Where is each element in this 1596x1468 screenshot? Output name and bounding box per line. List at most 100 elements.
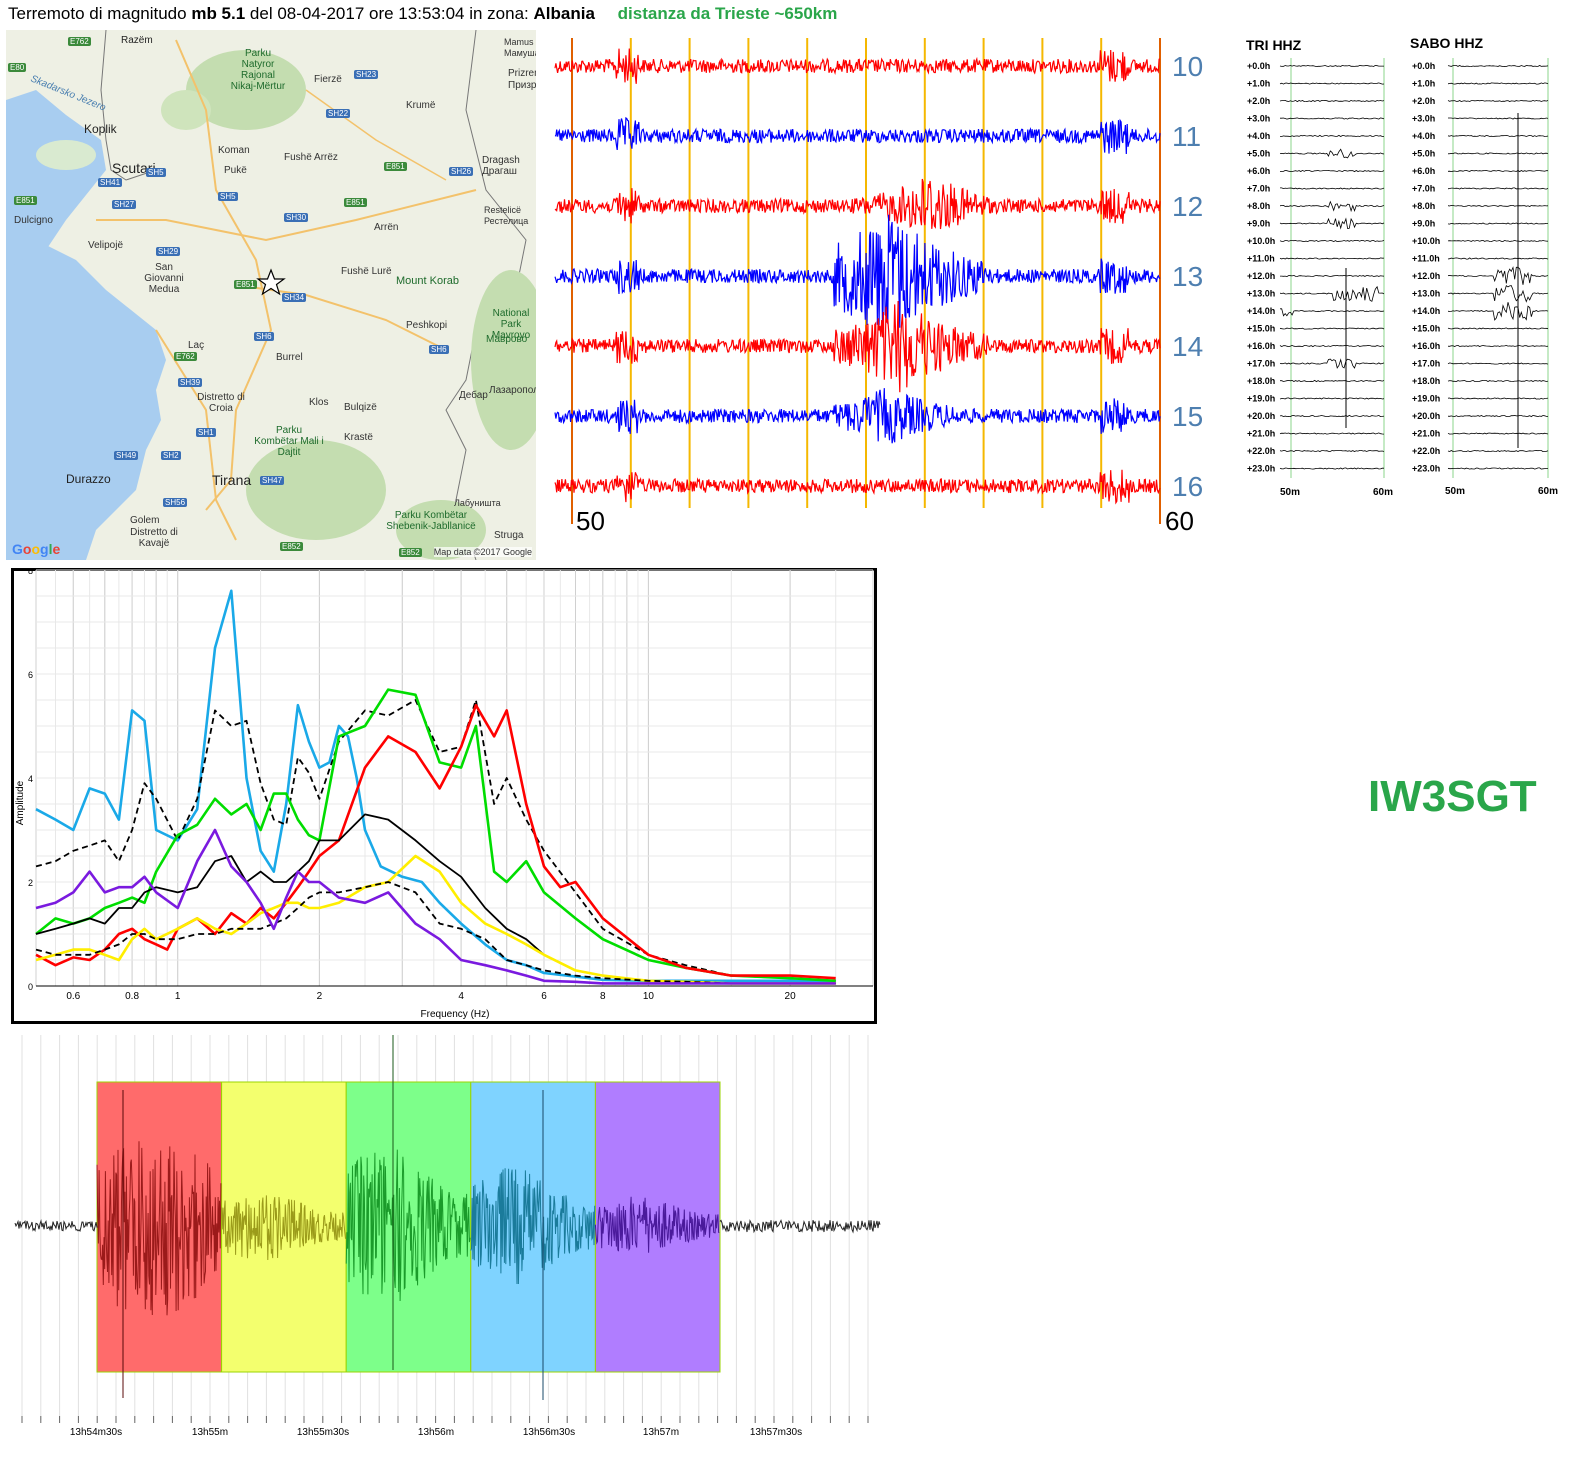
y-tick-label: 0 [28,982,33,992]
map-road-shield: SH6 [429,345,449,354]
station-trace-line [1447,379,1549,383]
x-tick-label: 6 [541,991,547,1002]
station-trace-line [1447,257,1549,260]
station-trace-line [1447,187,1549,190]
road-line [305,89,447,181]
helicorder-hour-label: 12 [1172,191,1203,222]
map-place: Fierzë [314,74,342,85]
map-place: Мамуша [504,48,536,58]
station-trace-line [1447,204,1549,207]
station-hour-label: +9.0h [1412,219,1435,229]
map-road-shield: SH56 [163,498,188,507]
station-hour-label: +13.0h [1412,289,1440,299]
map-road-shield: E851 [344,198,367,207]
map-place: Razëm [121,35,153,46]
station-trace-line [1447,362,1549,365]
station-hour-label: +15.0h [1412,324,1440,334]
helicorder-trace-line [554,214,1161,338]
station-hour-label: +16.0h [1412,341,1440,351]
station-name: TRI HHZ [1246,37,1302,53]
helicorder-hour-label: 13 [1172,261,1203,292]
helicorder-hour-label: 14 [1172,331,1203,362]
helicorder-trace-line [554,388,1161,444]
park-area [161,90,211,130]
map-road-shield: E851 [384,162,407,171]
map-road-shield: SH29 [156,247,181,256]
park-area [246,440,386,540]
map-place: Koplik [84,122,117,136]
station-hour-label: +8.0h [1412,201,1435,211]
helicorder-trace-line [554,48,1161,84]
y-tick-label: 4 [28,774,33,784]
station-hour-label: +23.0h [1412,464,1440,474]
header-magnitude: mb 5.1 [191,4,246,23]
y-tick-label: 2 [28,878,33,888]
map-place: Dragash [482,155,520,166]
map-road-shield: SH5 [146,168,166,177]
station-hour-label: +6.0h [1412,166,1435,176]
y-tick-label: 8 [28,568,33,576]
station-trace-line [1447,302,1549,321]
station-hour-label: +20.0h [1247,411,1275,421]
map-road-shield: SH1 [196,428,216,437]
map-road-shield: SH2 [161,451,181,460]
epicenter-map: Skadarsko Jezero Razëm Koplik Scutari Ko… [6,30,536,560]
waveform-time-label: 13h56m30s [523,1427,575,1438]
map-park: Маврово [486,334,528,345]
map-road-shield: E762 [174,352,197,361]
map-road-shield: SH49 [114,451,139,460]
waveform-trace-line [719,1219,881,1234]
map-road-shield: SH5 [218,192,238,201]
map-road-shield: SH30 [284,213,309,222]
border-line [100,30,157,181]
x-tick-label: 2 [317,991,323,1002]
map-road-shield: SH34 [282,293,307,302]
map-place: Prizren [508,68,536,79]
station-hour-label: +18.0h [1247,376,1275,386]
station-hour-label: +19.0h [1412,394,1440,404]
map-place: Burrel [276,352,303,363]
header-distance: distanza da Trieste ~650km [617,4,838,23]
station-hour-label: +7.0h [1412,184,1435,194]
map-road-shield: SH39 [178,378,203,387]
station-trace-line [1280,379,1385,383]
map-place: Restelicë [484,205,522,215]
x-tick-label: 0.8 [125,991,139,1002]
map-base [6,30,536,560]
y-tick-label: 6 [28,670,33,680]
station-hour-label: +16.0h [1247,341,1275,351]
station-trace-line [1279,200,1385,213]
map-road-shield: E852 [399,548,422,557]
waveform-time-label: 13h55m30s [297,1427,349,1438]
station-trace-line [1279,414,1385,418]
station-trace-line [1448,117,1549,120]
map-place: Peshkopi [406,320,448,331]
helicorder-end-label: 60 [1165,506,1194,536]
station-trace-line [1279,285,1385,302]
station-trace-line [1447,134,1549,137]
waveform-time-label: 13h56m [418,1427,454,1438]
station-trace-line [1447,99,1549,103]
spectrum-chart: 0.6 0.8 1 2 4 6 8 10 20 0 2 4 6 8 Frequency (Hz) Ampl… [11,568,877,1024]
station-axis-label: 60m [1538,486,1558,497]
station-trace-line [1447,169,1549,173]
station-axis-label: 50m [1280,487,1300,498]
map-place: Koman [218,145,250,156]
map-place: Рестелица [484,216,529,226]
station-hour-label: +0.0h [1412,61,1435,71]
waveform-trace-line [14,1219,98,1233]
station-trace-line [1279,344,1385,348]
map-place: Krastë [344,432,373,443]
station-helicorders: TRI HHZ SABO HHZ +0.0h +1.0h +2.0h +3.0h +4.… [1246,35,1558,498]
map-place: Лабуништа [454,498,501,508]
map-place: Klos [309,397,329,408]
spectrum-series-line [35,828,836,985]
station-trace-line [1447,239,1549,243]
map-place: Лазаропол [489,385,536,396]
map-place: Velipojë [88,240,124,251]
waveform-time-label: 13h54m30s [70,1427,122,1438]
spectrum-series-line [35,688,836,983]
station-hour-label: +2.0h [1247,96,1270,106]
map-road-shield: SH26 [449,167,474,176]
map-place: Distretto di Croia [197,392,245,414]
